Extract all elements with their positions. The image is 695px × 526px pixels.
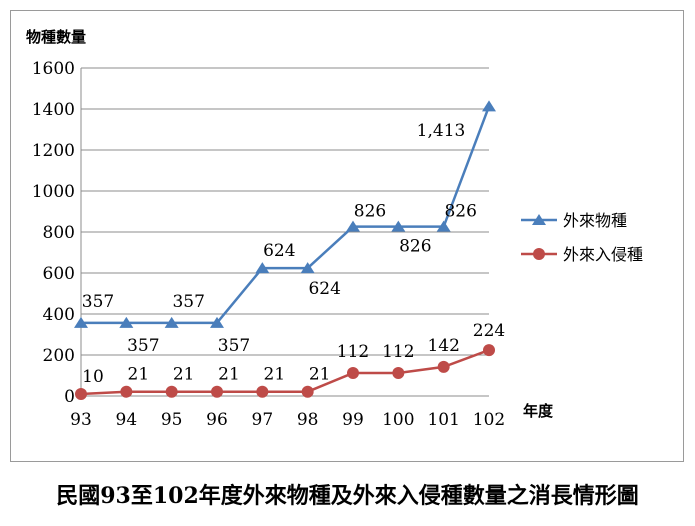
- chart-frame: 0 200 400 600 800 1000 1200 1400 1600 93 94 95 96 97 9…: [10, 10, 684, 462]
- x-tick-label: 99: [342, 410, 364, 430]
- y-tick-label: 1400: [32, 100, 75, 120]
- triangle-marker: [436, 220, 451, 232]
- data-label: 21: [218, 365, 240, 385]
- circle-marker: [165, 385, 178, 398]
- circle-marker: [301, 385, 314, 398]
- data-label: 1,413: [417, 121, 466, 141]
- x-tick-label: 97: [252, 410, 274, 430]
- data-label: 21: [173, 365, 195, 385]
- series-line: [80, 348, 490, 396]
- x-tick-label: 93: [70, 410, 92, 430]
- y-tick-label: 400: [43, 305, 75, 325]
- data-label: 224: [473, 321, 505, 341]
- data-label: 624: [263, 241, 295, 261]
- x-tick-label: 102: [473, 410, 505, 430]
- x-tick-label: 101: [427, 410, 459, 430]
- y-axis-title: 物種數量: [26, 28, 86, 46]
- data-label: 112: [382, 342, 414, 362]
- circle-marker: [483, 344, 495, 357]
- data-label: 624: [308, 279, 340, 299]
- chart-caption: 民國93至102年度外來物種及外來入侵種數量之消長情形圖: [56, 483, 639, 509]
- triangle-marker: [210, 316, 224, 328]
- legend-label: 外來物種: [563, 211, 627, 230]
- y-tick-label: 600: [43, 264, 75, 284]
- triangle-marker: [482, 100, 496, 112]
- x-tick-label: 94: [116, 410, 138, 430]
- y-tick-label: 1600: [32, 59, 75, 79]
- y-tick-label: 1200: [32, 141, 75, 161]
- data-label: 826: [354, 202, 386, 222]
- data-label: 357: [127, 336, 159, 356]
- circle-marker: [437, 360, 450, 373]
- triangle-marker: [391, 220, 406, 232]
- data-label: 21: [128, 365, 150, 385]
- data-label: 357: [82, 292, 114, 312]
- data-label: 21: [264, 365, 286, 385]
- circle-marker: [256, 385, 269, 398]
- y-tick-label: 200: [43, 346, 75, 366]
- data-label: 826: [399, 237, 431, 257]
- circle-marker: [347, 367, 359, 380]
- series-line: [81, 105, 491, 325]
- legend-label: 外來入侵種: [563, 245, 643, 264]
- circle-marker: [120, 385, 133, 398]
- data-label: 142: [427, 336, 459, 356]
- y-tick-label: 800: [43, 223, 75, 243]
- circle-marker: [211, 385, 223, 398]
- triangle-marker: [300, 262, 315, 274]
- y-tick-label: 0: [64, 387, 75, 407]
- triangle-marker: [346, 220, 360, 232]
- y-tick-label: 1000: [32, 182, 75, 202]
- data-label: 112: [337, 342, 369, 362]
- x-axis-title: 年度: [523, 402, 554, 420]
- triangle-marker: [74, 316, 88, 328]
- triangle-marker: [164, 316, 179, 328]
- data-label: 21: [309, 365, 331, 385]
- data-label: 826: [444, 202, 476, 222]
- data-label: 357: [218, 336, 250, 356]
- data-label: 357: [172, 292, 204, 312]
- legend-triangle-marker: [532, 214, 546, 225]
- legend-circle-marker: [533, 248, 545, 260]
- x-tick-label: 95: [161, 410, 183, 430]
- x-tick-label: 100: [382, 410, 414, 430]
- x-tick-label: 96: [206, 410, 228, 430]
- triangle-marker: [119, 316, 134, 328]
- line-chart: 0 200 400 600 800 1000 1200 1400 1600 93 94 95 96 97 9…: [26, 28, 643, 430]
- circle-marker: [75, 387, 87, 400]
- data-label: 10: [82, 367, 104, 387]
- x-tick-label: 98: [297, 410, 319, 430]
- circle-marker: [392, 367, 405, 380]
- triangle-marker: [255, 262, 270, 274]
